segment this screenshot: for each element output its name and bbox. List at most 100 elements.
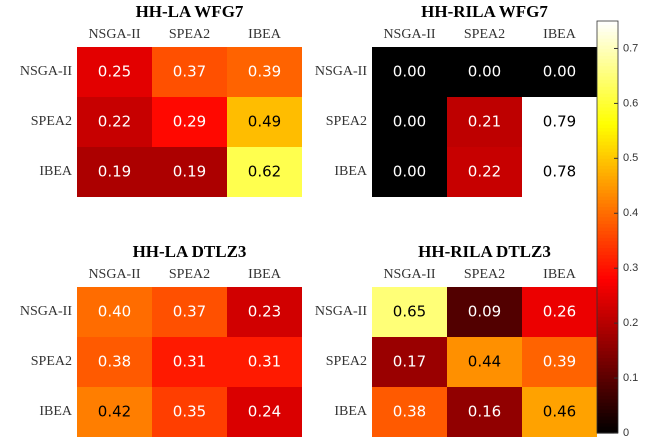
x-tick-label: SPEA2 [169,267,210,282]
colorbar-step [597,99,618,104]
colorbar-step [597,220,618,225]
colorbar-step [597,182,618,187]
colorbar-step [597,58,618,63]
colorbar-step [597,158,618,163]
cell [152,97,227,147]
cell [152,287,227,337]
colorbar-step [597,93,618,98]
cell [372,337,447,387]
colorbar-step [597,141,618,146]
cell [77,47,152,97]
colorbar-step [597,422,618,427]
cell [227,387,302,437]
colorbar-step [597,257,618,262]
colorbar-step [597,426,618,431]
colorbar-step [597,292,618,297]
colorbar-step [597,213,618,218]
cell-label: 0.31 [173,353,206,371]
colorbar-step [597,216,618,221]
y-tick-label: NSGA-II [20,64,72,79]
cell [227,147,302,197]
cell-label: 0.22 [468,163,501,181]
colorbar-step [597,130,618,135]
cell [227,47,302,97]
cell-label: 0.62 [248,163,281,181]
colorbar-step [597,316,618,321]
cell-label: 0.37 [173,303,206,321]
chart-title: HH-LA WFG7 [136,2,244,21]
colorbar-step [597,398,618,403]
cell-label: 0.00 [393,113,426,131]
colorbar-frame [596,20,619,434]
colorbar-step [597,350,618,355]
cell-label: 0.09 [468,303,501,321]
colorbar-step [597,405,618,410]
cell-label: 0.31 [248,353,281,371]
cell [447,337,522,387]
cell-label: 0.23 [248,303,281,321]
cell-label: 0.35 [173,403,206,421]
y-tick-label: SPEA2 [326,114,367,129]
colorbar-step [597,86,618,91]
colorbar-step [597,62,618,67]
colorbar-step [597,124,618,129]
cell-label: 0.78 [543,163,576,181]
colorbar-step [597,69,618,74]
cell [447,97,522,147]
cell [522,287,597,337]
colorbar-step [597,206,618,211]
cell [152,47,227,97]
colorbar-step [597,27,618,32]
colorbar-step [597,271,618,276]
y-tick-label: IBEA [39,164,73,179]
cell-label: 0.22 [98,113,131,131]
cell [77,337,152,387]
colorbar-step [597,367,618,372]
colorbar-step [597,343,618,348]
colorbar-step [597,244,618,249]
colorbar-step [597,134,618,139]
colorbar-step [597,65,618,70]
cell-label: 0.00 [468,63,501,81]
colorbar-step [597,415,618,420]
colorbar-step [597,357,618,362]
colorbar-step [597,178,618,183]
cell-label: 0.46 [543,403,576,421]
colorbar-step [597,408,618,413]
colorbar-step [597,196,618,201]
colorbar-step [597,251,618,256]
colorbar-step [597,144,618,149]
colorbar-step [597,419,618,424]
colorbar-step [597,323,618,328]
colorbar-step [597,336,618,341]
y-tick-label: NSGA-II [315,304,367,319]
colorbar-step [597,165,618,170]
colorbar-step [597,103,618,108]
colorbar-step [597,330,618,335]
colorbar-tick-label: 0.7 [623,42,638,54]
colorbar-step [597,312,618,317]
colorbar-step [597,117,618,122]
colorbar-step [597,354,618,359]
colorbar-step [597,275,618,280]
cell [522,387,597,437]
y-tick-label: NSGA-II [315,64,367,79]
colorbar-step [597,319,618,324]
colorbar-step [597,237,618,242]
x-tick-label: SPEA2 [464,27,505,42]
colorbar-step [597,402,618,407]
chart-title: HH-LA DTLZ3 [133,242,247,261]
colorbar-step [597,305,618,310]
cell [447,147,522,197]
cell-label: 0.16 [468,403,501,421]
cell-label: 0.00 [393,63,426,81]
cell [447,287,522,337]
cell [227,287,302,337]
colorbar-step [597,264,618,269]
colorbar-step [597,34,618,39]
colorbar-step [597,395,618,400]
colorbar-step [597,281,618,286]
cell [77,387,152,437]
colorbar-step [597,299,618,304]
